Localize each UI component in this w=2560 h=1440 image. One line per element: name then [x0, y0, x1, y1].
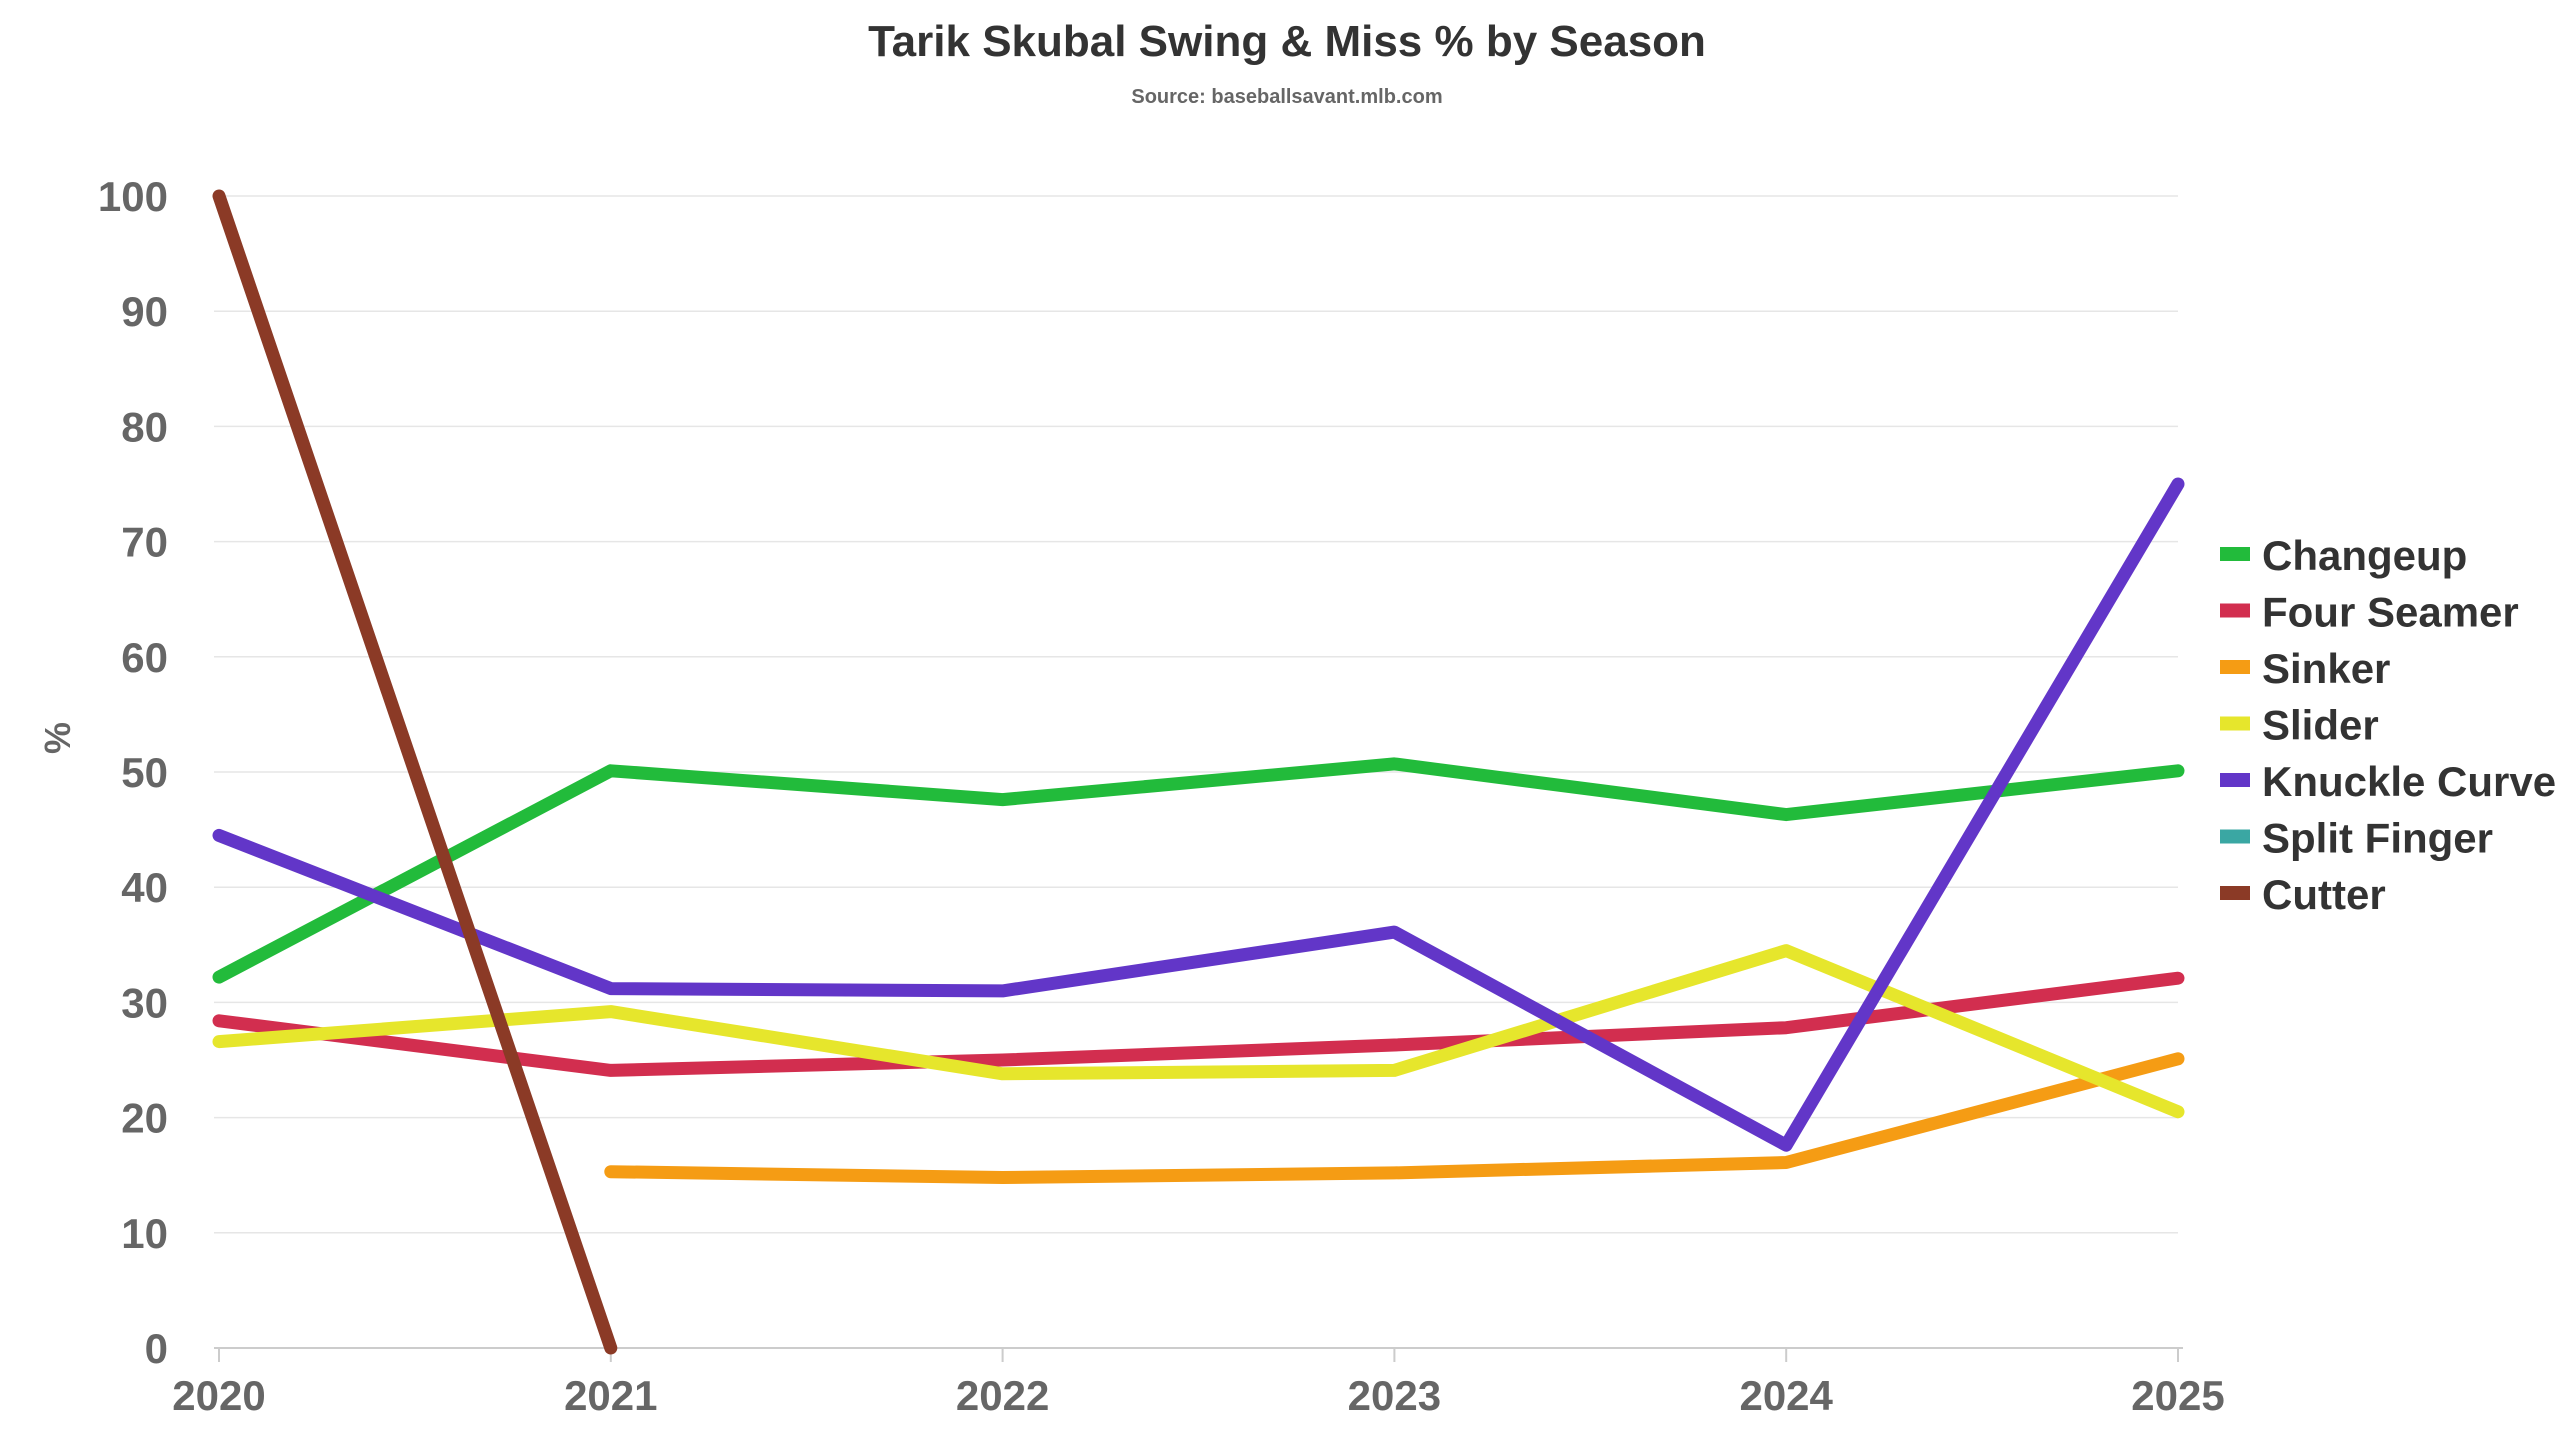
legend-label-four-seamer: Four Seamer: [2262, 589, 2519, 636]
y-tick-label: 20: [121, 1095, 168, 1142]
y-tick-label: 60: [121, 634, 168, 681]
y-tick-label: 90: [121, 288, 168, 335]
legend-swatch-split-finger: [2220, 829, 2250, 844]
chart-subtitle: Source: baseballsavant.mlb.com: [1131, 86, 1442, 108]
y-tick-label: 30: [121, 979, 168, 1026]
series-line-sinker: [604, 1052, 2185, 1184]
legend-label-cutter: Cutter: [2262, 871, 2386, 918]
x-tick-label: 2020: [172, 1372, 265, 1419]
legend: Changeup Four Seamer Sinker Slider Knuckle C…: [2220, 532, 2556, 918]
series-line-slider: [212, 944, 2185, 1119]
legend-swatch-slider: [2220, 716, 2250, 731]
y-tick-label: 100: [98, 173, 168, 220]
legend-label-sinker: Sinker: [2262, 645, 2390, 692]
y-tick-label: 80: [121, 403, 168, 450]
x-tick-label: 2024: [1739, 1372, 1833, 1419]
legend-label-changeup: Changeup: [2262, 532, 2467, 579]
y-axis-label: %: [37, 722, 78, 754]
series-line-cutter: [212, 189, 618, 1355]
legend-label-knuckle-curve: Knuckle Curve: [2262, 758, 2556, 805]
y-tick-label: 50: [121, 749, 168, 796]
series-line-knuckle-curve: [212, 477, 2185, 1152]
series-lines: [212, 189, 2185, 1355]
series-line-changeup: [212, 757, 2185, 984]
x-tick-label: 2021: [564, 1372, 657, 1419]
legend-swatch-knuckle-curve: [2220, 773, 2250, 787]
legend-swatch-four-seamer: [2220, 603, 2250, 618]
x-tick-label: 2022: [956, 1372, 1049, 1419]
y-tick-label: 40: [121, 864, 168, 911]
legend-swatch-cutter: [2220, 886, 2250, 900]
legend-swatch-sinker: [2220, 660, 2250, 674]
y-tick-label: 10: [121, 1210, 168, 1257]
y-tick-label: 0: [145, 1325, 168, 1372]
series-line-four-seamer: [212, 971, 2185, 1077]
x-tick-label: 2023: [1348, 1372, 1441, 1419]
legend-label-slider: Slider: [2262, 702, 2379, 749]
axes: 0 10 20 30 40 50 60 70 80 90 100 2020 2021 2022 2023 20…: [98, 173, 2225, 1419]
gridlines: [214, 195, 2178, 1234]
legend-swatch-changeup: [2220, 547, 2250, 561]
y-tick-label: 70: [121, 519, 168, 566]
chart-title: Tarik Skubal Swing & Miss % by Season: [868, 17, 1706, 66]
x-tick-label: 2025: [2131, 1372, 2224, 1419]
legend-label-split-finger: Split Finger: [2262, 815, 2493, 862]
